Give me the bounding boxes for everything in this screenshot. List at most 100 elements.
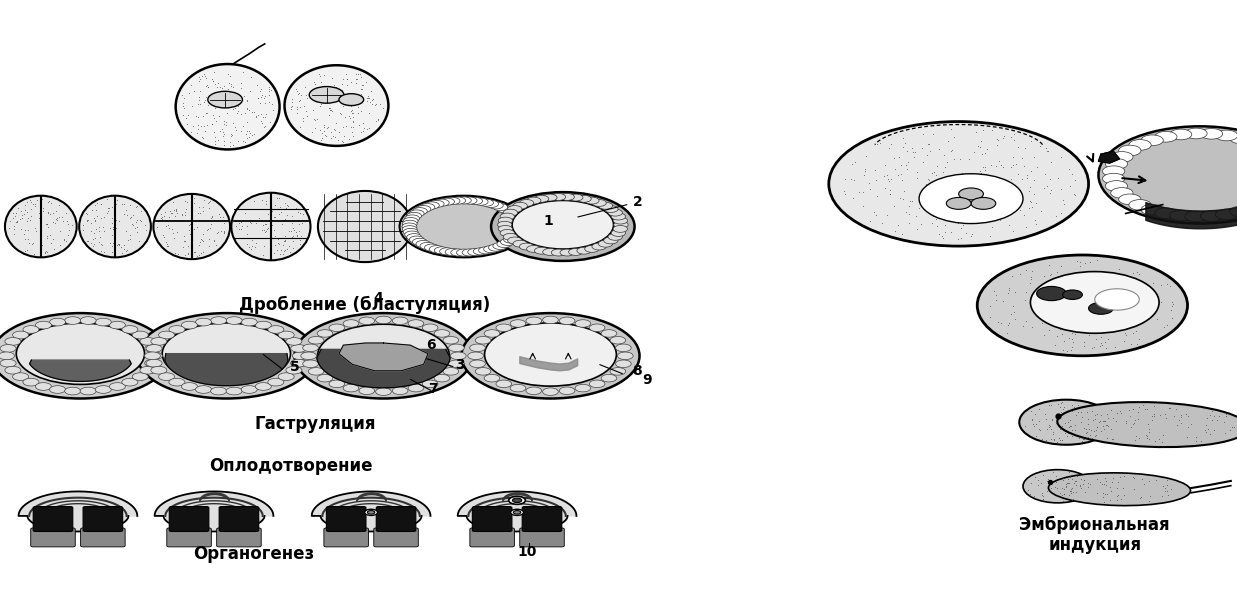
Point	[293, 101, 313, 110]
Point	[1068, 407, 1087, 416]
Point	[312, 135, 332, 145]
Circle shape	[241, 318, 257, 326]
Point	[87, 224, 106, 234]
Point	[855, 164, 875, 173]
Point	[178, 110, 198, 120]
Circle shape	[1106, 158, 1128, 169]
Point	[1087, 409, 1107, 419]
Point	[172, 216, 192, 225]
Circle shape	[402, 226, 417, 233]
Point	[151, 209, 171, 219]
Point	[974, 125, 993, 135]
Point	[1149, 434, 1169, 444]
Point	[841, 174, 861, 184]
Circle shape	[1141, 135, 1163, 146]
Point	[1032, 307, 1051, 317]
Point	[272, 246, 292, 255]
Point	[1065, 329, 1085, 339]
Point	[213, 127, 233, 136]
Point	[1090, 416, 1110, 425]
Circle shape	[604, 237, 618, 244]
Point	[1144, 411, 1164, 420]
Point	[241, 235, 261, 245]
Point	[115, 244, 135, 254]
Point	[923, 168, 943, 178]
Point	[1071, 484, 1091, 493]
Point	[952, 177, 972, 187]
Point	[214, 116, 234, 125]
Point	[1074, 308, 1094, 317]
Polygon shape	[165, 353, 288, 385]
Circle shape	[601, 330, 617, 337]
Point	[226, 222, 246, 231]
Point	[207, 117, 226, 126]
Point	[1012, 153, 1032, 162]
Point	[1147, 315, 1166, 324]
Point	[259, 82, 278, 92]
Point	[221, 132, 241, 141]
Point	[980, 312, 999, 321]
Point	[1102, 434, 1122, 444]
Circle shape	[1169, 210, 1191, 221]
Point	[297, 90, 317, 100]
Circle shape	[575, 320, 591, 327]
Point	[2, 213, 22, 223]
Ellipse shape	[1049, 473, 1190, 506]
Point	[1155, 483, 1175, 492]
Point	[325, 126, 345, 135]
Point	[918, 174, 938, 184]
Point	[324, 81, 344, 90]
Point	[341, 122, 361, 131]
Point	[898, 157, 918, 167]
Point	[1123, 269, 1143, 278]
Point	[1101, 424, 1121, 433]
Point	[195, 126, 215, 136]
Point	[1072, 413, 1092, 422]
Point	[969, 142, 988, 151]
Point	[967, 186, 987, 195]
Circle shape	[1216, 209, 1237, 220]
Point	[204, 76, 224, 86]
Point	[184, 193, 204, 203]
Point	[888, 221, 908, 230]
Point	[114, 240, 134, 250]
Point	[986, 196, 1006, 205]
Circle shape	[526, 317, 542, 324]
Point	[186, 111, 205, 121]
Point	[338, 75, 357, 84]
Circle shape	[359, 387, 375, 394]
Circle shape	[499, 225, 512, 232]
Point	[1085, 343, 1105, 352]
Point	[1157, 486, 1176, 495]
Point	[1092, 416, 1112, 426]
Point	[1160, 403, 1180, 412]
Point	[1111, 318, 1131, 328]
Point	[992, 318, 1012, 328]
Point	[1079, 433, 1098, 442]
Circle shape	[434, 330, 450, 337]
Point	[251, 92, 271, 101]
Point	[89, 227, 109, 236]
Point	[234, 91, 254, 100]
Circle shape	[409, 210, 424, 217]
Point	[1077, 295, 1097, 304]
Point	[153, 212, 173, 221]
Point	[1050, 403, 1070, 412]
Point	[1039, 287, 1059, 296]
Point	[173, 101, 193, 111]
FancyBboxPatch shape	[169, 506, 209, 531]
Polygon shape	[312, 492, 430, 531]
Point	[1096, 481, 1116, 490]
Point	[188, 209, 208, 218]
Point	[26, 226, 46, 235]
Circle shape	[95, 318, 111, 326]
Point	[181, 219, 200, 229]
Point	[94, 226, 114, 235]
Point	[1096, 477, 1116, 486]
Point	[891, 160, 910, 170]
Point	[259, 209, 278, 219]
Point	[975, 149, 995, 158]
Point	[181, 213, 200, 223]
Circle shape	[16, 323, 145, 384]
Point	[236, 97, 256, 106]
